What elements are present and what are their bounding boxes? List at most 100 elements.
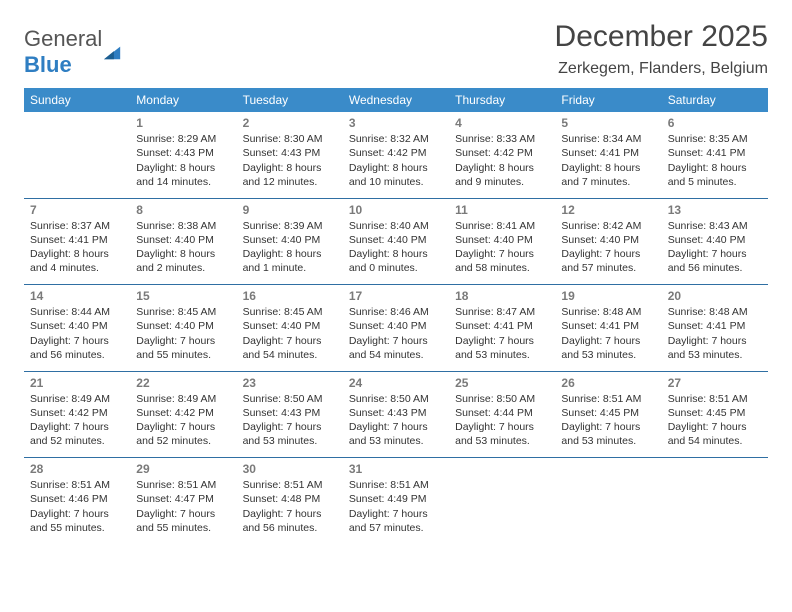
- day-number: 14: [30, 288, 124, 304]
- calendar-day-cell: 10Sunrise: 8:40 AMSunset: 4:40 PMDayligh…: [343, 199, 449, 285]
- day-number: 9: [243, 202, 337, 218]
- day-info: Sunrise: 8:45 AMSunset: 4:40 PMDaylight:…: [136, 305, 230, 362]
- day-header: Saturday: [662, 88, 768, 112]
- calendar-day-cell: 8Sunrise: 8:38 AMSunset: 4:40 PMDaylight…: [130, 199, 236, 285]
- day-number: 2: [243, 115, 337, 131]
- calendar-day-cell: 31Sunrise: 8:51 AMSunset: 4:49 PMDayligh…: [343, 458, 449, 544]
- calendar-day-cell: 4Sunrise: 8:33 AMSunset: 4:42 PMDaylight…: [449, 112, 555, 198]
- day-number: 18: [455, 288, 549, 304]
- day-info: Sunrise: 8:51 AMSunset: 4:49 PMDaylight:…: [349, 478, 443, 535]
- day-number: 12: [561, 202, 655, 218]
- day-info: Sunrise: 8:51 AMSunset: 4:45 PMDaylight:…: [668, 392, 762, 449]
- day-info: Sunrise: 8:49 AMSunset: 4:42 PMDaylight:…: [30, 392, 124, 449]
- header: General Blue December 2025 Zerkegem, Fla…: [24, 20, 768, 78]
- day-info: Sunrise: 8:49 AMSunset: 4:42 PMDaylight:…: [136, 392, 230, 449]
- day-info: Sunrise: 8:48 AMSunset: 4:41 PMDaylight:…: [561, 305, 655, 362]
- calendar-day-cell: 12Sunrise: 8:42 AMSunset: 4:40 PMDayligh…: [555, 199, 661, 285]
- day-number: 25: [455, 375, 549, 391]
- day-number: 13: [668, 202, 762, 218]
- calendar-week-row: 7Sunrise: 8:37 AMSunset: 4:41 PMDaylight…: [24, 199, 768, 285]
- calendar-week-row: 14Sunrise: 8:44 AMSunset: 4:40 PMDayligh…: [24, 285, 768, 371]
- day-number: 10: [349, 202, 443, 218]
- day-number: 31: [349, 461, 443, 477]
- day-number: 3: [349, 115, 443, 131]
- calendar-day-cell: 28Sunrise: 8:51 AMSunset: 4:46 PMDayligh…: [24, 458, 130, 544]
- day-info: Sunrise: 8:41 AMSunset: 4:40 PMDaylight:…: [455, 219, 549, 276]
- calendar-day-cell: 23Sunrise: 8:50 AMSunset: 4:43 PMDayligh…: [237, 372, 343, 458]
- calendar-day-cell: [24, 112, 130, 198]
- day-header: Friday: [555, 88, 661, 112]
- day-info: Sunrise: 8:51 AMSunset: 4:48 PMDaylight:…: [243, 478, 337, 535]
- calendar-day-cell: 2Sunrise: 8:30 AMSunset: 4:43 PMDaylight…: [237, 112, 343, 198]
- calendar-day-cell: 6Sunrise: 8:35 AMSunset: 4:41 PMDaylight…: [662, 112, 768, 198]
- day-number: 19: [561, 288, 655, 304]
- page-title: December 2025: [555, 20, 768, 54]
- calendar-day-cell: 18Sunrise: 8:47 AMSunset: 4:41 PMDayligh…: [449, 285, 555, 371]
- calendar-week-row: 1Sunrise: 8:29 AMSunset: 4:43 PMDaylight…: [24, 112, 768, 198]
- calendar-day-cell: [555, 458, 661, 544]
- calendar-day-cell: 24Sunrise: 8:50 AMSunset: 4:43 PMDayligh…: [343, 372, 449, 458]
- day-number: 24: [349, 375, 443, 391]
- day-number: 21: [30, 375, 124, 391]
- day-number: 29: [136, 461, 230, 477]
- logo-text: General Blue: [24, 26, 102, 78]
- calendar-table: SundayMondayTuesdayWednesdayThursdayFrid…: [24, 88, 768, 544]
- day-info: Sunrise: 8:29 AMSunset: 4:43 PMDaylight:…: [136, 132, 230, 189]
- day-info: Sunrise: 8:50 AMSunset: 4:43 PMDaylight:…: [243, 392, 337, 449]
- day-header: Tuesday: [237, 88, 343, 112]
- day-number: 28: [30, 461, 124, 477]
- calendar-day-cell: 11Sunrise: 8:41 AMSunset: 4:40 PMDayligh…: [449, 199, 555, 285]
- day-info: Sunrise: 8:51 AMSunset: 4:45 PMDaylight:…: [561, 392, 655, 449]
- calendar-day-cell: 9Sunrise: 8:39 AMSunset: 4:40 PMDaylight…: [237, 199, 343, 285]
- day-info: Sunrise: 8:51 AMSunset: 4:47 PMDaylight:…: [136, 478, 230, 535]
- day-number: 15: [136, 288, 230, 304]
- day-number: 11: [455, 202, 549, 218]
- calendar-day-cell: 25Sunrise: 8:50 AMSunset: 4:44 PMDayligh…: [449, 372, 555, 458]
- day-info: Sunrise: 8:33 AMSunset: 4:42 PMDaylight:…: [455, 132, 549, 189]
- calendar-day-cell: [662, 458, 768, 544]
- day-header: Sunday: [24, 88, 130, 112]
- day-number: 22: [136, 375, 230, 391]
- calendar-day-cell: 20Sunrise: 8:48 AMSunset: 4:41 PMDayligh…: [662, 285, 768, 371]
- day-header: Wednesday: [343, 88, 449, 112]
- day-info: Sunrise: 8:38 AMSunset: 4:40 PMDaylight:…: [136, 219, 230, 276]
- day-info: Sunrise: 8:51 AMSunset: 4:46 PMDaylight:…: [30, 478, 124, 535]
- calendar-day-cell: 3Sunrise: 8:32 AMSunset: 4:42 PMDaylight…: [343, 112, 449, 198]
- calendar-body: 1Sunrise: 8:29 AMSunset: 4:43 PMDaylight…: [24, 112, 768, 544]
- day-info: Sunrise: 8:44 AMSunset: 4:40 PMDaylight:…: [30, 305, 124, 362]
- day-info: Sunrise: 8:50 AMSunset: 4:44 PMDaylight:…: [455, 392, 549, 449]
- day-header: Thursday: [449, 88, 555, 112]
- day-info: Sunrise: 8:35 AMSunset: 4:41 PMDaylight:…: [668, 132, 762, 189]
- calendar-day-cell: 22Sunrise: 8:49 AMSunset: 4:42 PMDayligh…: [130, 372, 236, 458]
- day-info: Sunrise: 8:39 AMSunset: 4:40 PMDaylight:…: [243, 219, 337, 276]
- day-number: 8: [136, 202, 230, 218]
- day-number: 1: [136, 115, 230, 131]
- day-info: Sunrise: 8:47 AMSunset: 4:41 PMDaylight:…: [455, 305, 549, 362]
- calendar-day-cell: 27Sunrise: 8:51 AMSunset: 4:45 PMDayligh…: [662, 372, 768, 458]
- day-info: Sunrise: 8:43 AMSunset: 4:40 PMDaylight:…: [668, 219, 762, 276]
- calendar-day-cell: 1Sunrise: 8:29 AMSunset: 4:43 PMDaylight…: [130, 112, 236, 198]
- day-number: 20: [668, 288, 762, 304]
- day-number: 23: [243, 375, 337, 391]
- day-info: Sunrise: 8:48 AMSunset: 4:41 PMDaylight:…: [668, 305, 762, 362]
- day-number: 16: [243, 288, 337, 304]
- day-info: Sunrise: 8:30 AMSunset: 4:43 PMDaylight:…: [243, 132, 337, 189]
- day-number: 30: [243, 461, 337, 477]
- calendar-day-cell: 13Sunrise: 8:43 AMSunset: 4:40 PMDayligh…: [662, 199, 768, 285]
- day-info: Sunrise: 8:46 AMSunset: 4:40 PMDaylight:…: [349, 305, 443, 362]
- day-number: 7: [30, 202, 124, 218]
- calendar-week-row: 28Sunrise: 8:51 AMSunset: 4:46 PMDayligh…: [24, 458, 768, 544]
- day-number: 6: [668, 115, 762, 131]
- day-header: Monday: [130, 88, 236, 112]
- calendar-day-cell: 15Sunrise: 8:45 AMSunset: 4:40 PMDayligh…: [130, 285, 236, 371]
- calendar-day-cell: 5Sunrise: 8:34 AMSunset: 4:41 PMDaylight…: [555, 112, 661, 198]
- logo: General Blue: [24, 26, 122, 78]
- day-info: Sunrise: 8:50 AMSunset: 4:43 PMDaylight:…: [349, 392, 443, 449]
- day-number: 17: [349, 288, 443, 304]
- day-number: 27: [668, 375, 762, 391]
- calendar-day-cell: 21Sunrise: 8:49 AMSunset: 4:42 PMDayligh…: [24, 372, 130, 458]
- calendar-day-cell: 19Sunrise: 8:48 AMSunset: 4:41 PMDayligh…: [555, 285, 661, 371]
- calendar-day-cell: 16Sunrise: 8:45 AMSunset: 4:40 PMDayligh…: [237, 285, 343, 371]
- day-number: 26: [561, 375, 655, 391]
- calendar-day-cell: [449, 458, 555, 544]
